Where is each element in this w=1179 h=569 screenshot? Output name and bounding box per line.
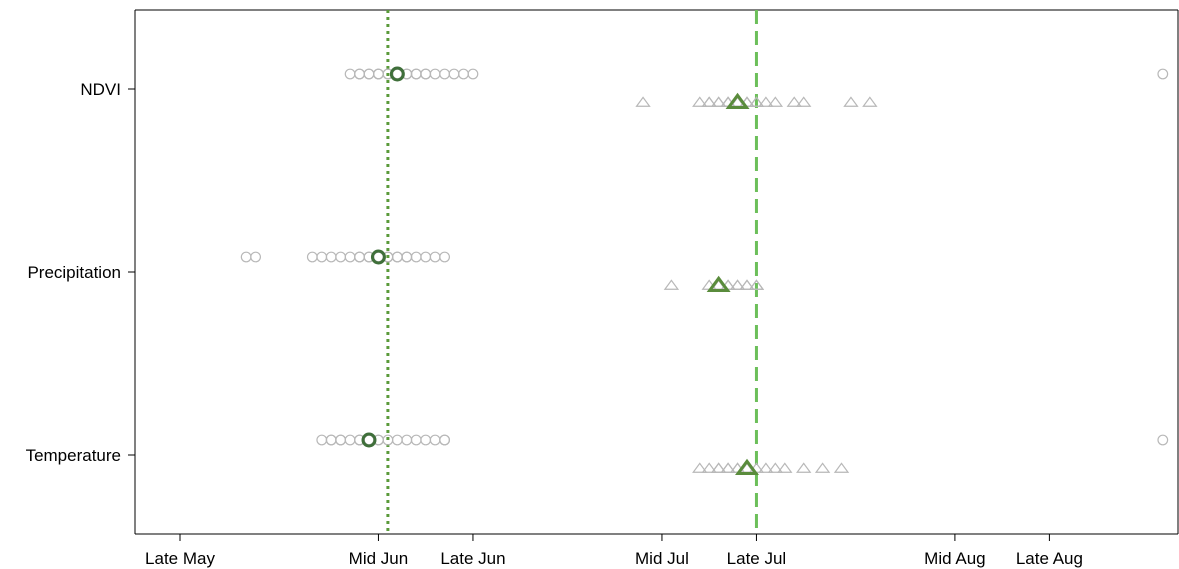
reference-lines (386, 10, 758, 534)
data-point (429, 251, 441, 263)
data-point (250, 251, 262, 263)
x-tick-label: Mid Jun (349, 549, 409, 568)
raw-points (240, 68, 1169, 473)
data-point (748, 279, 765, 290)
data-point (767, 96, 784, 107)
data-point (710, 96, 727, 107)
data-point (344, 434, 356, 446)
mean-marker-ndvi-1 (389, 66, 405, 82)
data-point (335, 251, 347, 263)
data-point (1157, 434, 1169, 446)
x-tick-label: Mid Aug (924, 549, 985, 568)
data-point (344, 68, 356, 80)
x-axis: Late May Mid Jun Late Jun Mid Jul Late Jul Mi… (145, 534, 1083, 568)
data-point (410, 68, 422, 80)
x-tick-label: Late Jul (727, 549, 787, 568)
y-tick-label: Precipitation (27, 263, 121, 282)
data-point (410, 434, 422, 446)
data-point (739, 279, 755, 290)
data-point (439, 251, 451, 263)
data-point (720, 462, 736, 473)
data-point (306, 251, 318, 263)
data-point (325, 251, 337, 263)
data-point (363, 68, 375, 80)
data-point (843, 96, 859, 107)
x-tick-label: Late Jun (440, 549, 505, 568)
data-point (767, 462, 784, 473)
data-point (391, 434, 403, 446)
mean-marker-precipitation-5 (370, 249, 386, 265)
data-point (758, 96, 774, 107)
data-point (692, 96, 708, 107)
data-point (796, 462, 812, 473)
data-point (833, 462, 850, 473)
data-point (814, 462, 831, 473)
data-point (701, 462, 717, 473)
data-point (439, 68, 451, 80)
data-point (344, 251, 356, 263)
data-point (401, 434, 413, 446)
data-point (429, 434, 441, 446)
data-point (729, 279, 746, 290)
data-point (401, 251, 413, 263)
mean-marker-temperature-9 (361, 432, 377, 448)
data-point (777, 462, 793, 473)
data-point (635, 96, 651, 107)
data-point (701, 96, 717, 107)
data-point (692, 462, 708, 473)
data-point (862, 96, 878, 107)
data-point (458, 68, 469, 80)
data-point (448, 68, 460, 80)
mean-marker-precipitation-6 (706, 275, 731, 292)
plot-area (134, 9, 1179, 535)
mean-markers (361, 66, 759, 475)
y-axis: NDVI Precipitation Temperature (26, 80, 135, 465)
data-point (354, 68, 365, 80)
y-tick-label: NDVI (80, 80, 121, 99)
data-point (467, 68, 479, 80)
data-point (373, 68, 384, 80)
data-point (410, 251, 422, 263)
data-point (439, 434, 451, 446)
data-point (420, 251, 432, 263)
data-point (335, 434, 347, 446)
mean-marker-temperature-10 (735, 458, 759, 475)
data-point (758, 462, 774, 473)
data-point (710, 462, 727, 473)
data-point (391, 251, 403, 263)
x-tick-label: Late May (145, 549, 215, 568)
data-point (748, 96, 765, 107)
data-point (1157, 68, 1169, 80)
data-point (316, 434, 328, 446)
data-point (786, 96, 802, 107)
data-point (429, 68, 441, 80)
data-point (354, 251, 365, 263)
data-point (420, 68, 432, 80)
mean-marker-ndvi-2 (725, 92, 750, 109)
x-tick-label: Late Aug (1016, 549, 1083, 568)
x-tick-label: Mid Jul (635, 549, 689, 568)
data-point (240, 251, 252, 263)
data-point (316, 251, 328, 263)
y-tick-label: Temperature (26, 446, 121, 465)
data-point (325, 434, 337, 446)
data-point (663, 279, 680, 290)
data-point (420, 434, 432, 446)
data-point (796, 96, 812, 107)
